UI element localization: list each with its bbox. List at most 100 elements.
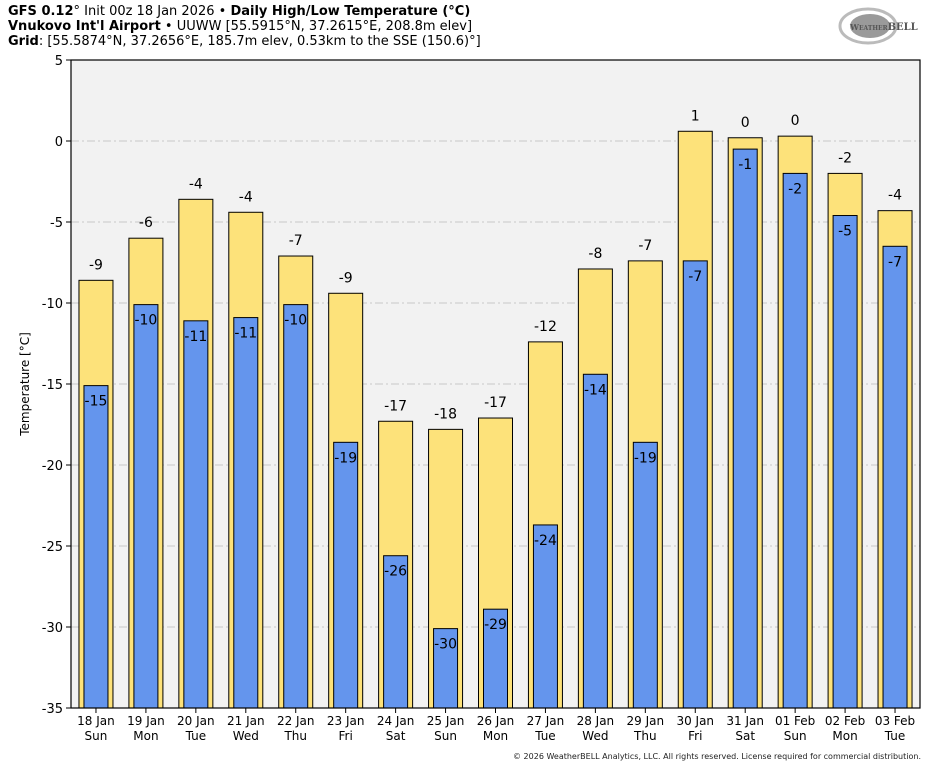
x-tick-weekday: Sat [386, 729, 406, 743]
x-tick-date: 25 Jan [427, 714, 465, 728]
high-label: -7 [289, 233, 303, 249]
x-tick-date: 21 Jan [227, 714, 265, 728]
high-label: -4 [189, 176, 203, 192]
low-bar [233, 317, 259, 709]
x-tick-weekday: Wed [233, 729, 259, 743]
y-tick-label: 5 [55, 54, 63, 69]
x-tick-weekday: Thu [283, 729, 307, 743]
low-bar [682, 260, 708, 709]
low-label: -10 [134, 313, 157, 329]
x-tick-weekday: Tue [884, 729, 906, 743]
low-label: -7 [688, 269, 702, 285]
low-label: -11 [234, 326, 257, 342]
degree-sign: ° [73, 4, 81, 19]
x-tick-date: 02 Feb [825, 714, 865, 728]
low-bar [832, 215, 858, 709]
x-tick-date: 18 Jan [77, 714, 115, 728]
low-label: -24 [534, 533, 557, 549]
y-tick-label: -10 [42, 297, 63, 312]
y-tick-label: -15 [42, 378, 63, 393]
x-tick-weekday: Mon [133, 729, 158, 743]
grid-info: : [55.5874°N, 37.2656°E, 185.7m elev, 0.… [38, 34, 481, 49]
x-tick-weekday: Wed [582, 729, 608, 743]
high-label: -17 [484, 395, 507, 411]
header-line-3: Grid: [55.5874°N, 37.2656°E, 185.7m elev… [8, 34, 481, 49]
chart-title: Daily High/Low Temperature (°C) [230, 4, 471, 19]
y-tick-label: -25 [42, 540, 63, 555]
high-label: -18 [434, 406, 457, 422]
low-bar [532, 524, 558, 709]
low-bar [632, 441, 658, 709]
high-label: -6 [139, 215, 153, 231]
x-tick-date: 24 Jan [377, 714, 415, 728]
x-tick-date: 29 Jan [627, 714, 665, 728]
y-axis-label: Temperature [°C] [18, 332, 32, 437]
x-tick-date: 01 Feb [775, 714, 815, 728]
x-tick-weekday: Mon [483, 729, 508, 743]
high-label: 1 [691, 108, 700, 124]
high-label: 0 [741, 115, 750, 131]
y-tick-label: 0 [55, 135, 63, 150]
low-label: -15 [85, 394, 108, 410]
x-tick-date: 03 Feb [875, 714, 915, 728]
x-tick-date: 22 Jan [277, 714, 315, 728]
station-info: • UUWW [55.5915°N, 37.2615°E, 208.8m ele… [160, 19, 473, 34]
high-label: -9 [89, 257, 103, 273]
high-label: -2 [838, 150, 852, 166]
x-tick-weekday: Sun [434, 729, 457, 743]
x-tick-date: 23 Jan [327, 714, 365, 728]
x-tick-date: 28 Jan [577, 714, 615, 728]
x-tick-weekday: Tue [534, 729, 556, 743]
low-label: -10 [284, 313, 307, 329]
x-tick-weekday: Tue [185, 729, 207, 743]
y-tick-label: -20 [42, 459, 63, 474]
x-tick-weekday: Mon [832, 729, 857, 743]
weatherbell-logo: WEATHERBELL [838, 7, 918, 45]
low-bar [83, 385, 109, 709]
low-label: -1 [738, 157, 752, 173]
low-bar [383, 555, 409, 709]
low-bar [782, 172, 808, 709]
low-bar [133, 304, 159, 709]
y-tick-label: -30 [42, 621, 63, 636]
x-tick-weekday: Fri [688, 729, 702, 743]
plot-frame [70, 59, 921, 709]
low-bar [283, 304, 309, 709]
low-label: -2 [788, 181, 802, 197]
header-line-2: Vnukovo Int'l Airport • UUWW [55.5915°N,… [8, 19, 472, 34]
high-label: 0 [791, 113, 800, 129]
high-label: -12 [534, 319, 557, 335]
low-bar [582, 373, 608, 709]
svg-text:WEATHERBELL: WEATHERBELL [849, 22, 918, 33]
model-name: GFS 0.12 [8, 4, 74, 19]
high-label: -9 [339, 270, 353, 286]
x-tick-date: 19 Jan [127, 714, 165, 728]
low-bar [433, 628, 459, 709]
low-label: -19 [634, 450, 657, 466]
high-label: -17 [384, 398, 407, 414]
low-bar [732, 148, 758, 709]
high-label: -4 [239, 189, 253, 205]
x-tick-date: 27 Jan [527, 714, 565, 728]
grid-label: Grid [8, 34, 39, 49]
init-time: Init 00z 18 Jan 2026 • [80, 4, 231, 19]
high-label: -7 [638, 238, 652, 254]
low-bar [483, 608, 508, 709]
low-bar [183, 320, 209, 709]
x-tick-weekday: Sun [85, 729, 108, 743]
x-tick-date: 26 Jan [477, 714, 515, 728]
x-tick-date: 30 Jan [676, 714, 714, 728]
low-label: -7 [888, 254, 902, 270]
copyright: © 2026 WeatherBELL Analytics, LLC. All r… [513, 752, 921, 761]
high-label: -8 [588, 246, 602, 262]
x-tick-date: 31 Jan [726, 714, 764, 728]
low-label: -29 [484, 617, 507, 633]
x-tick-weekday: Thu [633, 729, 657, 743]
low-bar [333, 441, 359, 709]
x-tick-weekday: Fri [339, 729, 353, 743]
station-name: Vnukovo Int'l Airport [8, 19, 161, 34]
x-tick-weekday: Sun [784, 729, 807, 743]
y-tick-label: -35 [42, 702, 63, 717]
low-label: -26 [384, 564, 407, 580]
